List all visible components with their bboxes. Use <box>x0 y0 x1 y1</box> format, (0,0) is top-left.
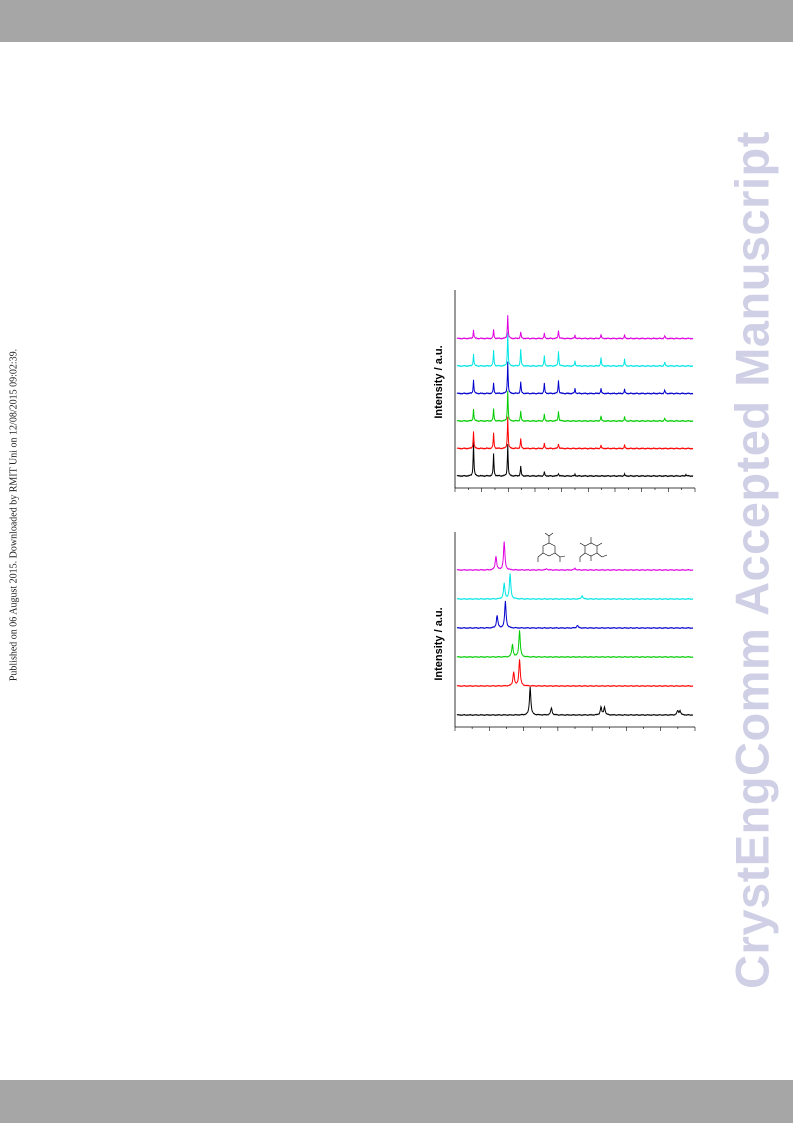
pxrd-chart-svg <box>454 290 696 492</box>
pxrd-chart: Intensity / a.u. <box>425 284 710 494</box>
spectrum-trace <box>456 315 694 340</box>
spectrum-trace <box>456 659 694 688</box>
watermark-text: CrystEngComm Accepted Manuscript <box>725 131 779 989</box>
pxrd-chart-ylabel-text: Intensity / a.u. <box>433 345 445 419</box>
spectrum-trace <box>456 390 694 423</box>
structure-diagram-amine <box>579 537 608 562</box>
nmr-chart: Intensity / a.u. <box>425 524 710 738</box>
spectrum-trace <box>456 630 694 659</box>
page-header-band <box>0 0 793 42</box>
structure-diagram-acid <box>537 532 566 562</box>
spectrum-trace <box>456 541 694 572</box>
spectrum-trace <box>456 332 694 368</box>
spectrum-trace <box>456 686 694 717</box>
spectrum-trace <box>456 441 694 478</box>
nmr-chart-ylabel-text: Intensity / a.u. <box>433 607 445 681</box>
spectrum-trace <box>456 361 694 395</box>
spectrum-trace <box>456 573 694 601</box>
published-note-text: Published on 06 August 2015. Downloaded … <box>8 348 20 682</box>
nmr-chart-svg <box>454 532 696 731</box>
spectrum-trace <box>456 416 694 450</box>
page-footer-band <box>0 1080 793 1123</box>
spectrum-trace <box>456 600 694 630</box>
